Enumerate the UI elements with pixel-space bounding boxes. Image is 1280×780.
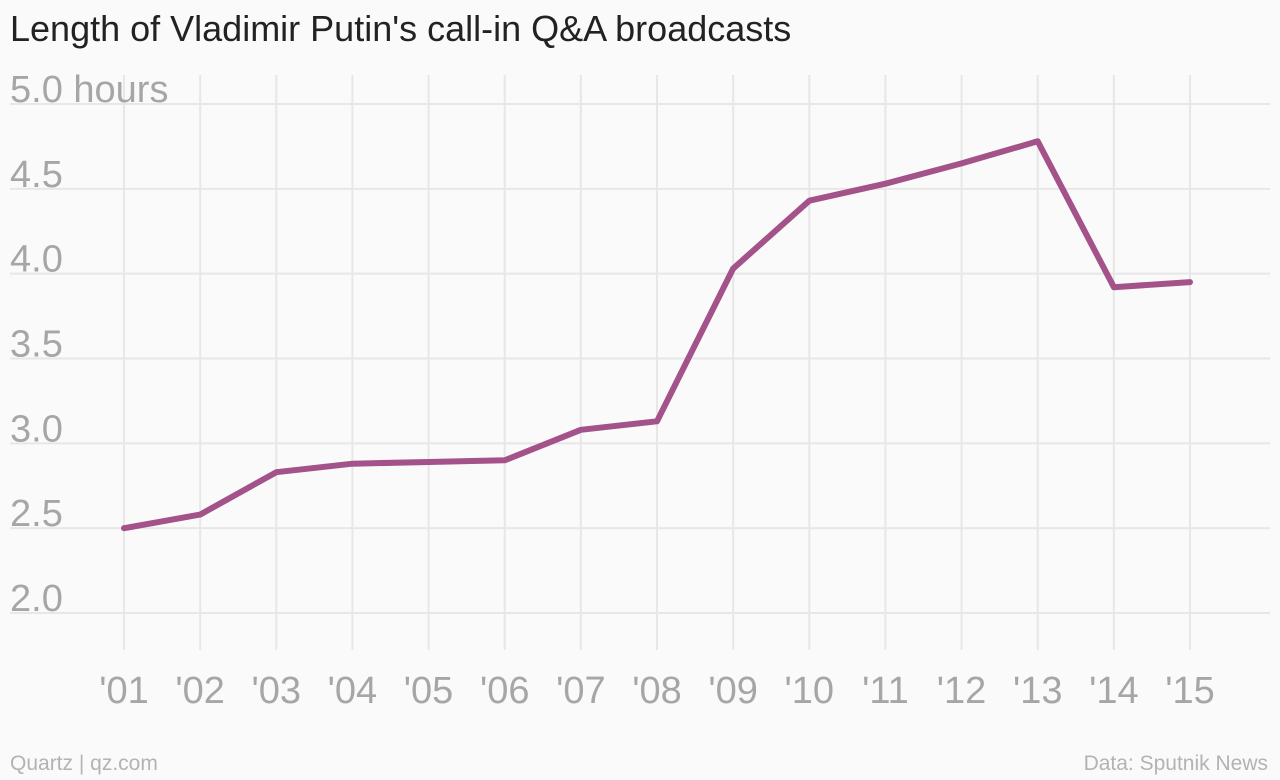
x-tick-label: '05 bbox=[404, 670, 454, 712]
line-chart: 2.0 2.5 3.0 3.5 4.0 4.5 5.0 hours '01 '02 '03 '04… bbox=[10, 69, 1270, 712]
y-tick-label: 2.5 bbox=[10, 493, 63, 535]
x-tick-label: '06 bbox=[480, 670, 530, 712]
y-tick-label: 2.0 bbox=[10, 578, 63, 620]
x-tick-label: '13 bbox=[1013, 670, 1063, 712]
x-tick-label: '01 bbox=[99, 670, 149, 712]
data-source: Data: Sputnik News bbox=[1083, 752, 1268, 775]
y-tick-label: 5.0 hours bbox=[10, 69, 168, 111]
x-tick-label: '09 bbox=[708, 670, 758, 712]
y-tick-label: 3.5 bbox=[10, 324, 63, 366]
x-tick-label: '14 bbox=[1089, 670, 1139, 712]
x-tick-label: '15 bbox=[1165, 670, 1215, 712]
x-tick-label: '10 bbox=[785, 670, 835, 712]
series-lines bbox=[121, 138, 1193, 532]
x-tick-label: '08 bbox=[632, 670, 682, 712]
grid-lines bbox=[10, 75, 1270, 650]
x-tick-label: '11 bbox=[862, 670, 909, 712]
source-credit: Quartz | qz.com bbox=[10, 752, 158, 775]
y-axis-ticks: 2.0 2.5 3.0 3.5 4.0 4.5 5.0 hours bbox=[10, 69, 168, 620]
x-tick-label: '04 bbox=[328, 670, 378, 712]
y-tick-label: 4.5 bbox=[10, 154, 63, 196]
x-tick-label: '12 bbox=[937, 670, 987, 712]
x-tick-label: '07 bbox=[556, 670, 606, 712]
x-axis-ticks: '01 '02 '03 '04 '05 '06 '07 '08 '09 '10 '11 '12 '13 '… bbox=[99, 670, 1215, 712]
x-tick-label: '02 bbox=[175, 670, 225, 712]
x-tick-label: '03 bbox=[252, 670, 302, 712]
y-tick-label: 3.0 bbox=[10, 408, 63, 450]
series-line bbox=[121, 138, 1193, 532]
chart-title: Length of Vladimir Putin's call-in Q&A b… bbox=[10, 8, 792, 49]
y-tick-label: 4.0 bbox=[10, 239, 63, 281]
